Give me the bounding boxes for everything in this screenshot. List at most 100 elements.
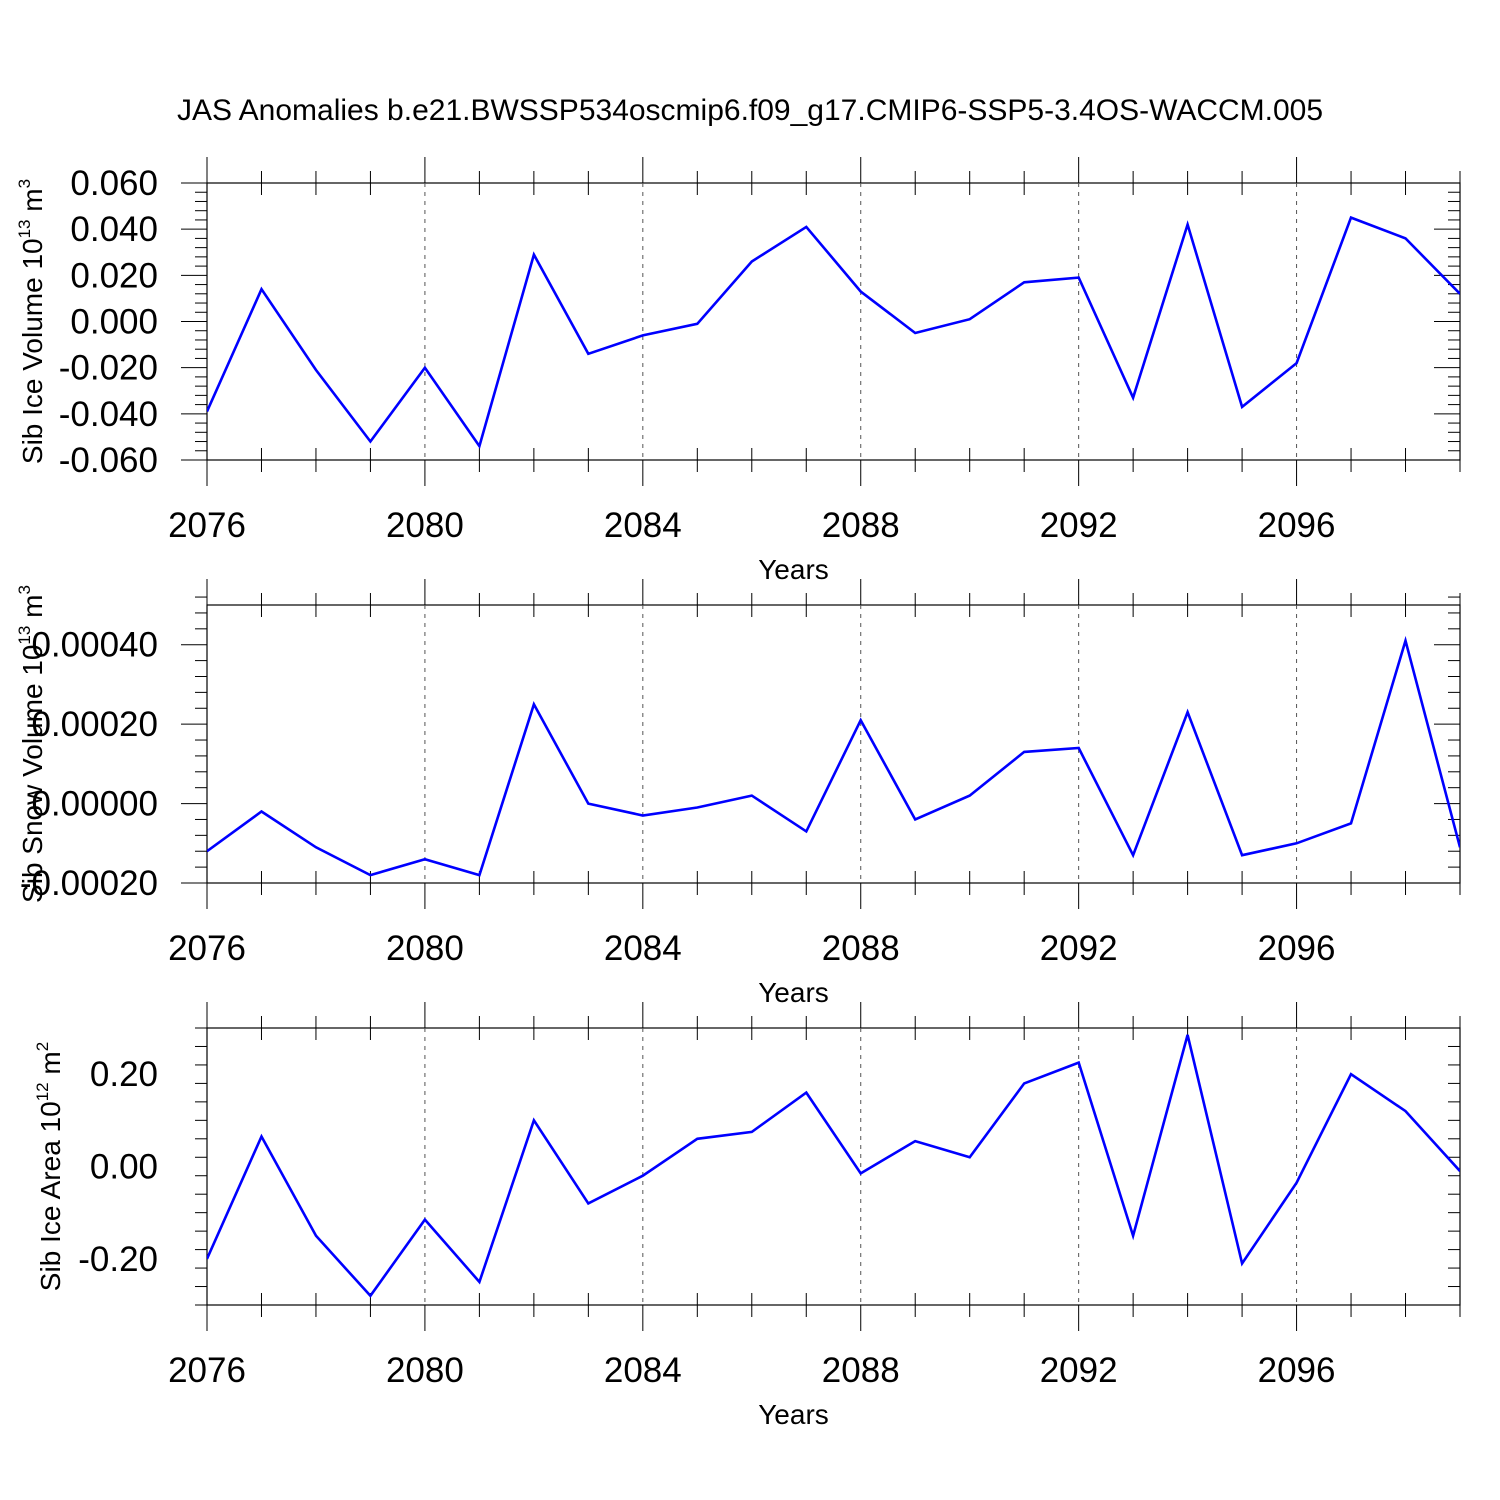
data-point	[1239, 1260, 1245, 1266]
x-tick-label: 2076	[168, 929, 246, 968]
y-tick-label: 0.020	[70, 256, 158, 295]
data-point	[1348, 215, 1354, 221]
data-point	[967, 793, 973, 799]
x-axis-label: Years	[758, 554, 829, 585]
series-line	[207, 1034, 1460, 1298]
data-point	[640, 332, 646, 338]
data-point	[1185, 1032, 1191, 1038]
x-tick-label: 2096	[1258, 1351, 1336, 1390]
y-axis-label: Sib Ice Area 1012 m2	[33, 1042, 66, 1291]
y-tick-label: 0.00040	[31, 626, 158, 665]
data-point	[1348, 820, 1354, 826]
data-point	[313, 367, 319, 373]
plot-frame	[206, 604, 1461, 884]
y-tick-label: -0.040	[59, 395, 158, 434]
x-tick-label: 2084	[604, 506, 682, 545]
y-axis-label: Sib Snow Volume 1013 m3	[15, 585, 48, 903]
x-tick-label: 2096	[1258, 506, 1336, 545]
data-point	[749, 1129, 755, 1135]
data-point	[1403, 638, 1409, 644]
panels: 2076 2080 2084 2088 2092 2096 Years -0.060 -0.04…	[15, 157, 1463, 1430]
x-tick-label: 2080	[386, 506, 464, 545]
data-point	[1130, 852, 1136, 858]
data-point	[1457, 1168, 1463, 1174]
data-point	[1457, 844, 1463, 850]
data-point	[476, 443, 482, 449]
data-point	[476, 872, 482, 878]
y-tick-label: 0.040	[70, 210, 158, 249]
data-point	[476, 1279, 482, 1285]
data-point	[640, 812, 646, 818]
data-point	[422, 856, 428, 862]
data-point	[1076, 275, 1082, 281]
data-point	[258, 1133, 264, 1139]
series-line	[207, 635, 1460, 877]
x-tick-label: 2088	[822, 1351, 900, 1390]
plot-frame	[206, 1027, 1461, 1306]
data-point	[204, 409, 210, 415]
data-point	[531, 701, 537, 707]
series-line	[207, 215, 1460, 450]
data-point	[585, 351, 591, 357]
data-point	[367, 439, 373, 445]
data-point	[967, 1154, 973, 1160]
data-point	[1021, 749, 1027, 755]
x-tick-label: 2080	[386, 1351, 464, 1390]
panel-ice-volume: 2076 2080 2084 2088 2092 2096 Years -0.060 -0.04…	[15, 157, 1463, 585]
data-point	[204, 1256, 210, 1262]
x-axis-label: Years	[758, 1399, 829, 1430]
x-tick-label: 2088	[822, 506, 900, 545]
panel-snow-volume: 2076 2080 2084 2088 2092 2096 Years -0.00020 0.0…	[15, 579, 1463, 1008]
data-point	[912, 1138, 918, 1144]
x-tick-label: 2088	[822, 929, 900, 968]
x-tick-label: 2084	[604, 929, 682, 968]
data-point	[858, 288, 864, 294]
data-point	[258, 809, 264, 815]
data-point	[585, 801, 591, 807]
data-point	[422, 365, 428, 371]
data-point	[749, 258, 755, 264]
data-point	[258, 286, 264, 292]
data-point	[1076, 745, 1082, 751]
x-tick-label: 2096	[1258, 929, 1336, 968]
data-point	[422, 1217, 428, 1223]
data-point	[1185, 222, 1191, 228]
y-tick-label: 0.20	[90, 1055, 158, 1094]
data-point	[858, 717, 864, 723]
y-tick-label: 0.00	[90, 1148, 158, 1187]
data-point	[912, 330, 918, 336]
data-point	[313, 844, 319, 850]
data-point	[1021, 1080, 1027, 1086]
y-axis-label: Sib Ice Volume 1013 m3	[15, 179, 48, 464]
data-point	[1457, 291, 1463, 297]
data-point	[967, 316, 973, 322]
data-point	[640, 1173, 646, 1179]
y-tick-label: 0.060	[70, 164, 158, 203]
data-point	[585, 1200, 591, 1206]
y-tick-label: -0.20	[78, 1240, 158, 1279]
data-point	[1294, 840, 1300, 846]
y-tick-label: 0.000	[70, 303, 158, 342]
data-point	[1294, 360, 1300, 366]
data-point	[531, 252, 537, 258]
y-tick-label: 0.00000	[31, 785, 158, 824]
data-point	[694, 1136, 700, 1142]
data-point	[694, 805, 700, 811]
data-point	[803, 224, 809, 230]
panel-ice-area: 2076 2080 2084 2088 2092 2096 Years -0.20 0.00 0.…	[33, 1002, 1463, 1430]
data-point	[1130, 395, 1136, 401]
data-point	[1348, 1071, 1354, 1077]
x-tick-label: 2076	[168, 1351, 246, 1390]
data-point	[912, 816, 918, 822]
x-tick-label: 2092	[1040, 1351, 1118, 1390]
x-axis-label: Years	[758, 977, 829, 1008]
data-point	[1239, 404, 1245, 410]
data-point	[1076, 1060, 1082, 1066]
data-point	[694, 321, 700, 327]
data-point	[858, 1170, 864, 1176]
data-point	[1403, 235, 1409, 241]
data-point	[749, 793, 755, 799]
y-tick-label: -0.060	[59, 441, 158, 480]
data-point	[313, 1233, 319, 1239]
